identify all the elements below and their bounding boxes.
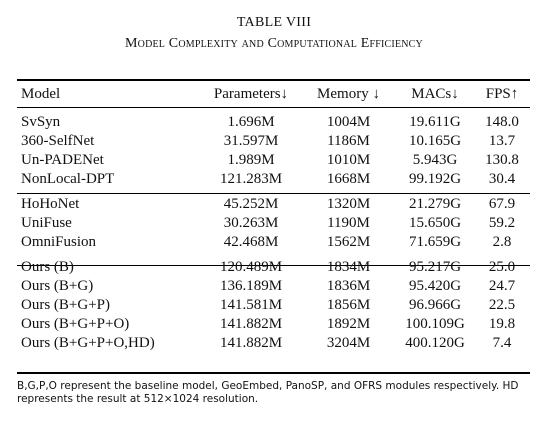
cell-model: Ours (B+G+P+O,HD) <box>21 335 155 351</box>
cell-memory: 1668M <box>326 171 371 187</box>
cell-fps: 67.9 <box>488 196 516 212</box>
cell-parameters: 141.882M <box>219 335 283 351</box>
table-row: HoHoNet 45.252M 1320M 21.279G 67.9 <box>17 189 530 214</box>
cell-memory: 1190M <box>327 215 370 231</box>
bottom-rule <box>17 372 530 374</box>
table-label: TABLE VIII <box>236 15 312 30</box>
header-macs: MACs↓ <box>411 86 459 102</box>
cell-model: SvSyn <box>21 114 61 130</box>
cell-model: Un-PADENet <box>21 152 104 168</box>
header-model: Model <box>21 86 61 102</box>
header-row: Model Parameters↓ Memory ↓ MACs↓ FPS↑ <box>17 81 530 107</box>
cell-macs: 400.120G <box>405 335 465 351</box>
cell-macs: 21.279G <box>408 196 462 212</box>
cell-fps: 2.8 <box>492 234 512 250</box>
cell-fps: 25.0 <box>488 259 516 275</box>
cell-parameters: 1.989M <box>227 152 275 168</box>
cell-fps: 7.4 <box>492 335 512 351</box>
table-row: NonLocal-DPT 121.283M 1668M 99.192G 30.4 <box>17 170 530 189</box>
table-row: Ours (B+G+P+O) 141.882M 1892M 100.109G 19.8 <box>17 315 530 334</box>
cell-macs: 100.109G <box>405 316 465 332</box>
cell-memory: 1836M <box>326 278 371 294</box>
cell-model: 360-SelfNet <box>21 133 95 149</box>
cell-fps: 19.8 <box>488 316 516 332</box>
cell-fps: 13.7 <box>488 133 516 149</box>
cell-macs: 96.966G <box>408 297 462 313</box>
cell-memory: 1892M <box>326 316 371 332</box>
cell-parameters: 121.283M <box>219 171 283 187</box>
cell-fps: 30.4 <box>488 171 516 187</box>
cell-memory: 1010M <box>326 152 371 168</box>
cell-memory: 1004M <box>326 114 371 130</box>
table-row: UniFuse 30.263M 1190M 15.650G 59.2 <box>17 214 530 233</box>
cell-fps: 59.2 <box>488 215 516 231</box>
cell-model: OmniFusion <box>21 234 97 250</box>
header-parameters: Parameters↓ <box>213 86 289 102</box>
cell-macs: 95.217G <box>408 259 462 275</box>
cell-model: UniFuse <box>21 215 72 231</box>
cell-memory: 1834M <box>326 259 371 275</box>
cell-fps: 22.5 <box>488 297 516 313</box>
cell-parameters: 141.882M <box>219 316 283 332</box>
cell-macs: 19.611G <box>409 114 461 130</box>
cell-parameters: 42.468M <box>223 234 279 250</box>
cell-macs: 15.650G <box>408 215 462 231</box>
cell-parameters: 120.489M <box>219 259 283 275</box>
table-row: SvSyn 1.696M 1004M 19.611G 148.0 <box>17 107 530 132</box>
cell-memory: 1186M <box>327 133 370 149</box>
table-caption: Model Complexity and Computational Effic… <box>125 36 423 51</box>
cell-parameters: 136.189M <box>219 278 283 294</box>
cell-model: NonLocal-DPT <box>21 171 115 187</box>
cell-parameters: 30.263M <box>223 215 279 231</box>
table-row: Ours (B) 120.489M 1834M 95.217G 25.0 <box>17 252 530 277</box>
cell-parameters: 1.696M <box>227 114 275 130</box>
cell-memory: 1856M <box>326 297 371 313</box>
cell-macs: 99.192G <box>408 171 462 187</box>
table-row: Ours (B+G+P) 141.581M 1856M 96.966G 22.5 <box>17 296 530 315</box>
table-row: Un-PADENet 1.989M 1010M 5.943G 130.8 <box>17 151 530 170</box>
cell-model: Ours (B) <box>21 259 74 275</box>
row-group-2: HoHoNet 45.252M 1320M 21.279G 67.9 UniFuse 30.… <box>17 189 530 252</box>
cell-memory: 1562M <box>326 234 371 250</box>
table-row: OmniFusion 42.468M 1562M 71.659G 2.8 <box>17 233 530 252</box>
group-rule-1 <box>17 193 530 194</box>
table-row: Ours (B+G) 136.189M 1836M 95.420G 24.7 <box>17 277 530 296</box>
cell-macs: 95.420G <box>408 278 462 294</box>
group-rule-2 <box>17 265 530 266</box>
table-row: 360-SelfNet 31.597M 1186M 10.165G 13.7 <box>17 132 530 151</box>
cell-model: Ours (B+G+P+O) <box>21 316 130 332</box>
cell-memory: 1320M <box>326 196 371 212</box>
header-fps: FPS↑ <box>485 86 519 102</box>
row-group-1: SvSyn 1.696M 1004M 19.611G 148.0 360-SelfNet 3… <box>17 107 530 189</box>
cell-fps: 130.8 <box>485 152 519 168</box>
table-footnote: B,G,P,O represent the baseline model, Ge… <box>17 380 519 405</box>
cell-memory: 3204M <box>326 335 371 351</box>
cell-parameters: 141.581M <box>219 297 283 313</box>
top-rule <box>17 79 530 81</box>
cell-fps: 148.0 <box>485 114 519 130</box>
cell-parameters: 45.252M <box>223 196 279 212</box>
header-memory: Memory ↓ <box>317 86 380 102</box>
cell-macs: 71.659G <box>408 234 462 250</box>
header-rule <box>17 107 530 108</box>
cell-model: HoHoNet <box>21 196 80 212</box>
cell-parameters: 31.597M <box>223 133 279 149</box>
cell-model: Ours (B+G+P) <box>21 297 111 313</box>
complexity-table: Model Parameters↓ Memory ↓ MACs↓ FPS↑ Sv… <box>17 81 530 353</box>
cell-model: Ours (B+G) <box>21 278 94 294</box>
table-row: Ours (B+G+P+O,HD) 141.882M 3204M 400.120G 7.… <box>17 334 530 353</box>
cell-macs: 5.943G <box>412 152 458 168</box>
row-group-3: Ours (B) 120.489M 1834M 95.217G 25.0 Ours (B+… <box>17 252 530 353</box>
cell-macs: 10.165G <box>408 133 462 149</box>
cell-fps: 24.7 <box>488 278 516 294</box>
